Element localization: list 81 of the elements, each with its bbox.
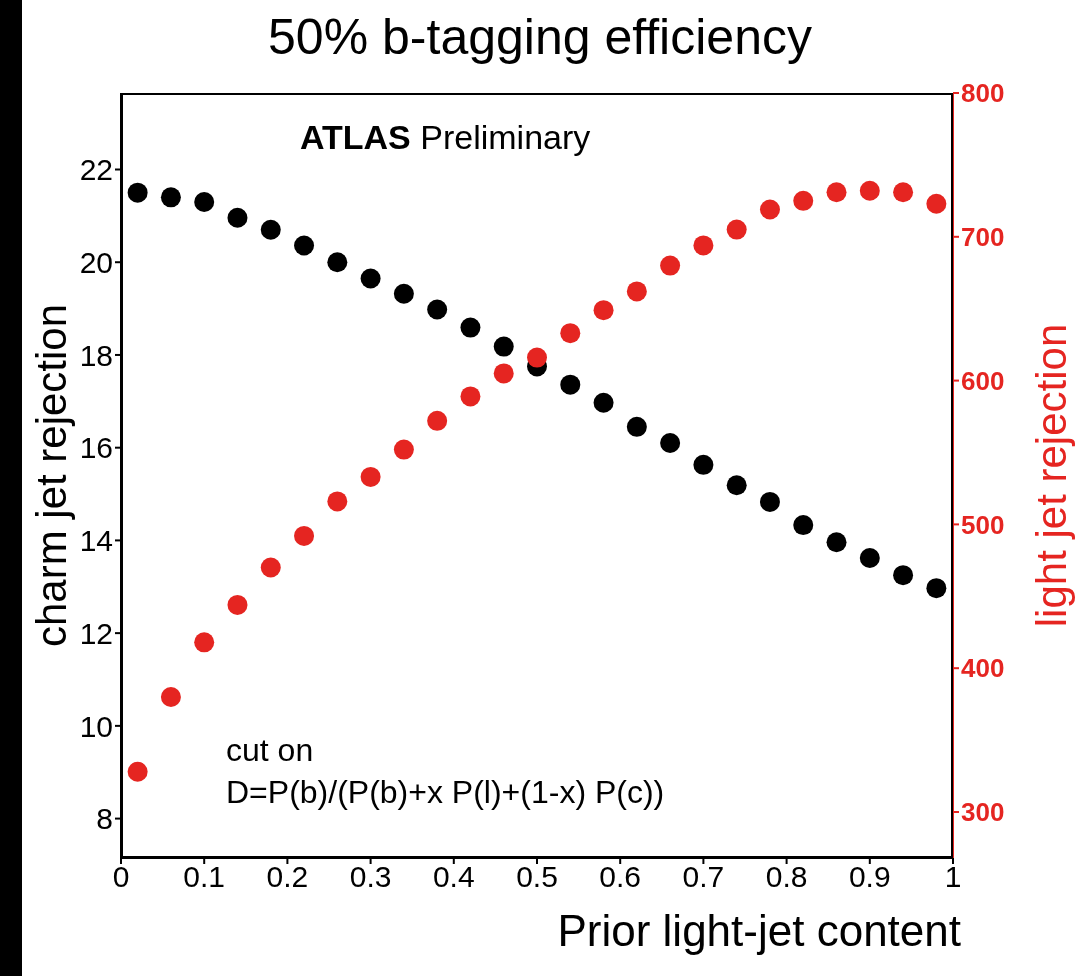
point: [826, 532, 847, 553]
point: [360, 466, 381, 487]
y2-tick-label: 400: [961, 653, 1005, 684]
point: [160, 187, 181, 208]
y-tick-label: 14: [79, 524, 113, 558]
y2-tick-label: 300: [961, 797, 1005, 828]
point: [593, 392, 614, 413]
x-tick-label: 0.8: [765, 860, 808, 894]
point: [260, 219, 281, 240]
x-tick-label: 0: [112, 860, 130, 894]
y2-tick-label: 800: [961, 78, 1005, 109]
point: [227, 207, 248, 228]
point: [493, 363, 514, 384]
point: [826, 182, 847, 203]
point: [726, 475, 747, 496]
x-tick-label: 0.1: [183, 860, 226, 894]
point: [194, 632, 215, 653]
point: [626, 281, 647, 302]
x-tick-label: 1: [944, 860, 962, 894]
point: [460, 317, 481, 338]
x-tick-label: 0.2: [266, 860, 309, 894]
point: [560, 374, 581, 395]
point: [427, 299, 448, 320]
y2-tick-label: 600: [961, 365, 1005, 396]
point: [759, 491, 780, 512]
y-tick-label: 22: [79, 153, 113, 187]
y2-tick-label: 500: [961, 509, 1005, 540]
y-tick-label: 10: [79, 709, 113, 743]
annotation: ATLAS Preliminary: [300, 118, 591, 157]
point: [527, 347, 547, 368]
point: [227, 594, 248, 615]
point: [294, 525, 315, 546]
point: [127, 182, 148, 203]
x-tick-label: 0.3: [349, 860, 392, 894]
point: [593, 300, 614, 321]
point: [893, 565, 914, 586]
point: [660, 433, 681, 454]
annotation: cut on: [226, 732, 314, 769]
y-tick-label: 12: [79, 616, 113, 650]
point: [194, 191, 215, 212]
x-tick-label: 0.5: [516, 860, 558, 894]
point: [793, 515, 814, 536]
x-tick-label: 0.9: [848, 860, 891, 894]
point: [260, 557, 281, 578]
point: [127, 761, 148, 782]
point: [693, 235, 714, 256]
x-axis-title: Prior light-jet content: [557, 906, 961, 955]
annotation: D=P(b)/(P(b)+x P(l)+(1-x) P(c)): [226, 774, 665, 811]
y-tick-label: 20: [79, 245, 113, 279]
point: [460, 386, 481, 407]
point: [726, 219, 747, 240]
chart-title: 50% b-tagging efficiency: [267, 8, 813, 66]
point: [294, 235, 315, 256]
point: [926, 578, 947, 599]
point: [160, 686, 181, 707]
point: [893, 182, 914, 203]
y-tick-label: 16: [79, 431, 113, 465]
point: [859, 180, 880, 201]
point: [759, 199, 780, 220]
x-tick-label: 0.7: [682, 860, 725, 894]
point: [327, 491, 348, 512]
point: [560, 323, 581, 344]
point: [626, 416, 647, 437]
point: [327, 252, 348, 273]
y-tick-label: 8: [96, 802, 113, 836]
point: [427, 410, 448, 431]
y2-tick-label: 700: [961, 222, 1005, 253]
x-tick-label: 0.4: [432, 860, 475, 894]
y-tick-label: 18: [79, 338, 113, 372]
point: [660, 255, 681, 276]
y2-axis-title: light jet rejection: [1028, 323, 1075, 628]
y-axis-title: charm jet rejection: [28, 303, 75, 648]
point: [793, 190, 814, 211]
point: [926, 193, 947, 214]
x-tick-label: 0.6: [599, 860, 642, 894]
point: [393, 439, 414, 460]
point: [393, 283, 414, 304]
point: [493, 336, 514, 357]
point: [360, 268, 381, 289]
point: [693, 454, 714, 475]
point: [859, 548, 880, 569]
